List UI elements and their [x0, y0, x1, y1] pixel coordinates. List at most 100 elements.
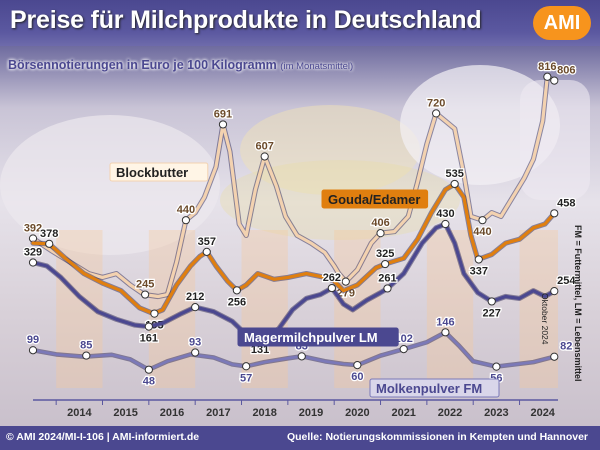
data-label-blockbutter: 392: [24, 222, 42, 234]
data-label-blockbutter: 806: [557, 65, 575, 77]
series-name-molken: Molkenpulver FM: [376, 381, 482, 396]
title-bar: [0, 0, 600, 46]
data-label-gouda: 378: [40, 228, 58, 240]
data-point-molken: [191, 348, 200, 357]
data-label-gouda: 325: [376, 248, 394, 260]
series-label-box-molken: [369, 378, 500, 398]
series-shadow-blockbutter: [30, 74, 557, 300]
x-tick-2021: 2021: [391, 407, 415, 419]
data-point-molken: [28, 346, 38, 355]
data-point-blockbutter: [181, 216, 191, 225]
subtitle-text: Börsennotierungen in Euro je 100 Kilogra…: [8, 58, 277, 72]
ami-logo: AMI: [533, 6, 591, 40]
data-label-magermilch: 254: [557, 275, 576, 287]
chart-subtitle: Börsennotierungen in Euro je 100 Kilogra…: [8, 58, 353, 72]
data-point-blockbutter: [543, 72, 552, 81]
data-label-blockbutter: 720: [427, 97, 445, 109]
data-label-blockbutter: 607: [256, 140, 274, 152]
data-point-gouda: [550, 209, 559, 218]
data-point-blockbutter: [218, 120, 228, 129]
series-line-gouda: [31, 182, 556, 316]
data-point-molken: [492, 362, 501, 371]
data-label-gouda: 535: [445, 168, 463, 180]
data-point-gouda: [450, 179, 459, 189]
data-point-blockbutter: [341, 277, 350, 286]
data-point-magermilch: [550, 287, 559, 296]
data-label-blockbutter: 691: [214, 108, 232, 120]
data-point-magermilch: [487, 297, 496, 306]
data-point-blockbutter: [550, 76, 559, 85]
data-point-gouda: [150, 309, 159, 318]
data-label-gouda: 337: [470, 265, 488, 277]
data-point-molken: [353, 361, 362, 370]
date-note: Oktober 2024: [540, 293, 550, 345]
x-tick-2022: 2022: [438, 407, 462, 419]
x-tick-2020: 2020: [345, 407, 369, 419]
data-label-magermilch: 227: [483, 307, 501, 319]
data-point-molken: [399, 344, 408, 354]
data-label-molken: 85: [80, 340, 92, 352]
x-tick-2017: 2017: [206, 407, 230, 419]
data-label-blockbutter: 406: [371, 217, 389, 229]
data-label-gouda: 357: [198, 236, 216, 248]
data-point-blockbutter: [376, 229, 385, 238]
data-label-molken: 60: [351, 371, 363, 383]
series-line-magermilch: [31, 222, 556, 340]
abbreviation-note: FM = Futtermittel, LM = Lebensmittel: [573, 225, 583, 382]
data-point-molken: [441, 328, 450, 337]
data-point-gouda: [381, 259, 390, 269]
data-label-magermilch: 262: [323, 272, 341, 284]
year-band-2022: [426, 230, 474, 388]
data-point-gouda: [202, 247, 211, 256]
data-point-magermilch: [28, 258, 38, 267]
x-tick-2019: 2019: [299, 407, 323, 419]
data-label-blockbutter: 816: [538, 61, 556, 73]
data-point-molken: [297, 352, 306, 361]
x-tick-2014: 2014: [67, 407, 92, 419]
series-name-blockbutter: Blockbutter: [116, 165, 188, 180]
data-point-blockbutter: [478, 216, 487, 225]
data-label-magermilch: 329: [24, 247, 42, 259]
data-point-molken: [82, 351, 91, 360]
data-point-gouda: [474, 255, 483, 264]
x-tick-2018: 2018: [252, 407, 276, 419]
x-tick-2015: 2015: [113, 407, 137, 419]
data-point-blockbutter: [260, 152, 269, 161]
data-label-molken: 99: [27, 334, 39, 346]
footer-bar: © AMI 2024/MI-I-106 | AMI-informiert.de …: [0, 426, 600, 450]
subtitle-note: (im Monatsmittel): [280, 61, 354, 72]
page-title: Preise für Milchprodukte in Deutschland: [10, 6, 482, 34]
data-label-molken: 93: [189, 337, 201, 349]
data-label-molken: 82: [560, 341, 572, 353]
series-name-magermilch: Magermilchpulver LM: [244, 330, 378, 345]
series-shadow-magermilch: [30, 221, 557, 341]
data-point-magermilch: [441, 219, 450, 229]
data-label-magermilch: 430: [436, 208, 454, 220]
footer-source: Quelle: Notierungskommissionen in Kempte…: [286, 431, 588, 443]
data-label-magermilch: 261: [378, 272, 396, 284]
data-label-blockbutter: 440: [177, 204, 195, 216]
data-label-gouda: 458: [557, 197, 575, 209]
data-label-gouda: 256: [228, 296, 246, 308]
data-point-blockbutter: [432, 109, 441, 118]
data-label-blockbutter: 440: [473, 226, 491, 238]
data-label-blockbutter: 245: [136, 279, 154, 291]
data-point-magermilch: [191, 303, 200, 312]
data-label-molken: 57: [240, 372, 252, 384]
data-point-magermilch: [383, 284, 392, 293]
data-label-molken: 146: [436, 316, 454, 328]
series-label-box-gouda: [321, 189, 429, 209]
series-line-blockbutter: [31, 75, 556, 299]
series-name-gouda: Gouda/Edamer: [328, 192, 420, 207]
series-label-box-blockbutter: [109, 162, 209, 182]
data-point-gouda: [232, 286, 241, 295]
data-point-magermilch: [144, 322, 153, 331]
data-point-gouda: [45, 239, 54, 248]
x-tick-2023: 2023: [484, 407, 508, 419]
data-label-molken: 48: [143, 376, 155, 388]
data-point-molken: [550, 352, 559, 361]
data-point-blockbutter: [141, 290, 150, 299]
